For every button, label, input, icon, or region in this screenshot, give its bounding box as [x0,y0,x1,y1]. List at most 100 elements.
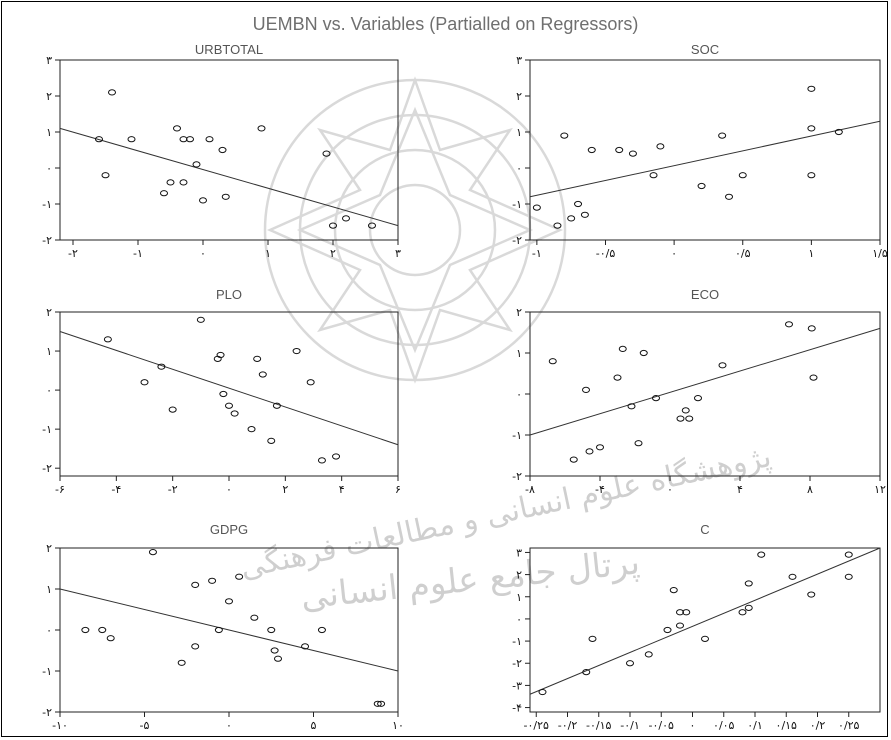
x-tick-label: -۴ [595,483,605,496]
y-tick-label: ۳ [46,54,52,67]
data-point [587,146,596,154]
data-point [235,573,244,580]
data-point [548,358,557,365]
data-point [574,200,583,208]
data-point [166,179,175,186]
y-tick-label: ۰ [516,613,522,626]
data-point [809,374,818,381]
y-tick-label: -۲ [512,470,522,483]
y-tick-label: ۱ [516,126,522,139]
data-point [701,635,709,642]
data-point [179,136,188,143]
y-tick-label: ۳ [516,546,522,559]
data-point [618,345,627,352]
data-point [332,453,341,460]
x-tick-label: -۰/۲۵ [524,719,549,732]
fit-line [59,331,399,446]
data-point [160,190,168,197]
y-tick-label: -۳ [512,679,522,692]
figure-title: UEMBN vs. Variables (Partialled on Regre… [252,14,639,34]
y-tick-label: ۱ [516,591,522,604]
x-tick-label: -۲ [168,483,178,496]
data-point [329,222,337,229]
data-point [738,609,747,616]
y-tick-label: -۱ [42,423,52,436]
data-point [317,626,326,634]
data-point [538,688,547,696]
data-point [532,204,541,211]
data-point [582,386,590,393]
data-point [253,355,262,362]
data-point [216,351,225,359]
data-point [192,161,201,168]
plot-frame [59,59,399,241]
data-point [676,622,684,629]
data-point [718,362,727,369]
data-point [580,211,589,218]
data-point [322,150,331,157]
x-tick-label: ۲ [282,483,288,496]
x-tick-label: ۰/۱ [747,719,763,732]
x-tick-label: -۰/۵ [596,247,616,260]
data-point [785,321,793,328]
x-tick-label: ۵ [311,719,317,732]
data-point [230,410,239,417]
data-point [208,577,217,584]
data-point [98,626,107,634]
data-point [196,316,205,323]
data-point [186,136,194,143]
data-point [103,336,112,343]
x-tick-label: ۱ [808,247,814,260]
panel-title-plo: PLO [215,287,242,302]
data-point [258,371,267,378]
x-tick-label: ۳ [395,247,401,260]
data-point [368,222,376,229]
y-tick-label: -۱ [42,665,52,678]
x-tick-label: -۱ [133,247,143,260]
panel-title-eco: ECO [690,287,720,302]
fit-line [529,327,881,436]
y-tick-label: ۲ [516,90,522,103]
fit-line [59,588,399,672]
x-tick-label: ۰/۲ [810,719,826,732]
data-point [834,128,843,136]
data-point [373,700,382,707]
x-tick-label: -۰/۲ [558,719,578,732]
y-tick-label: ۲ [46,306,52,319]
x-tick-label: -۴ [111,483,121,496]
data-point [685,415,694,422]
data-point [214,626,223,634]
data-point [697,182,706,190]
data-point [738,172,747,179]
data-point [106,635,115,642]
x-tick-label: ۶ [395,483,401,496]
data-point [173,125,181,132]
data-point [807,125,816,132]
data-point [585,448,594,455]
data-point [788,573,797,580]
data-point [807,591,816,598]
data-point [613,374,622,381]
x-tick-label: -۰/۱۵ [586,719,611,732]
data-point [626,660,634,667]
x-tick-label: ۰ [200,247,206,260]
data-point [627,403,636,410]
data-point [553,222,562,229]
y-tick-label: -۲ [42,462,52,475]
x-tick-label: ۰/۱۵ [776,719,798,732]
data-point [81,626,90,634]
data-point [257,125,266,132]
data-point [199,197,207,204]
x-tick-label: -۲ [68,247,78,260]
panel-title-gdpg: GDPG [209,522,249,537]
y-tick-label: -۱ [512,429,522,442]
data-point [274,655,283,662]
x-tick-label: ۰ [226,719,232,732]
data-point [807,325,816,332]
data-point [656,143,665,150]
data-point [342,215,350,222]
data-point [681,407,690,414]
y-tick-label: ۱ [516,347,522,360]
data-point [218,146,227,154]
